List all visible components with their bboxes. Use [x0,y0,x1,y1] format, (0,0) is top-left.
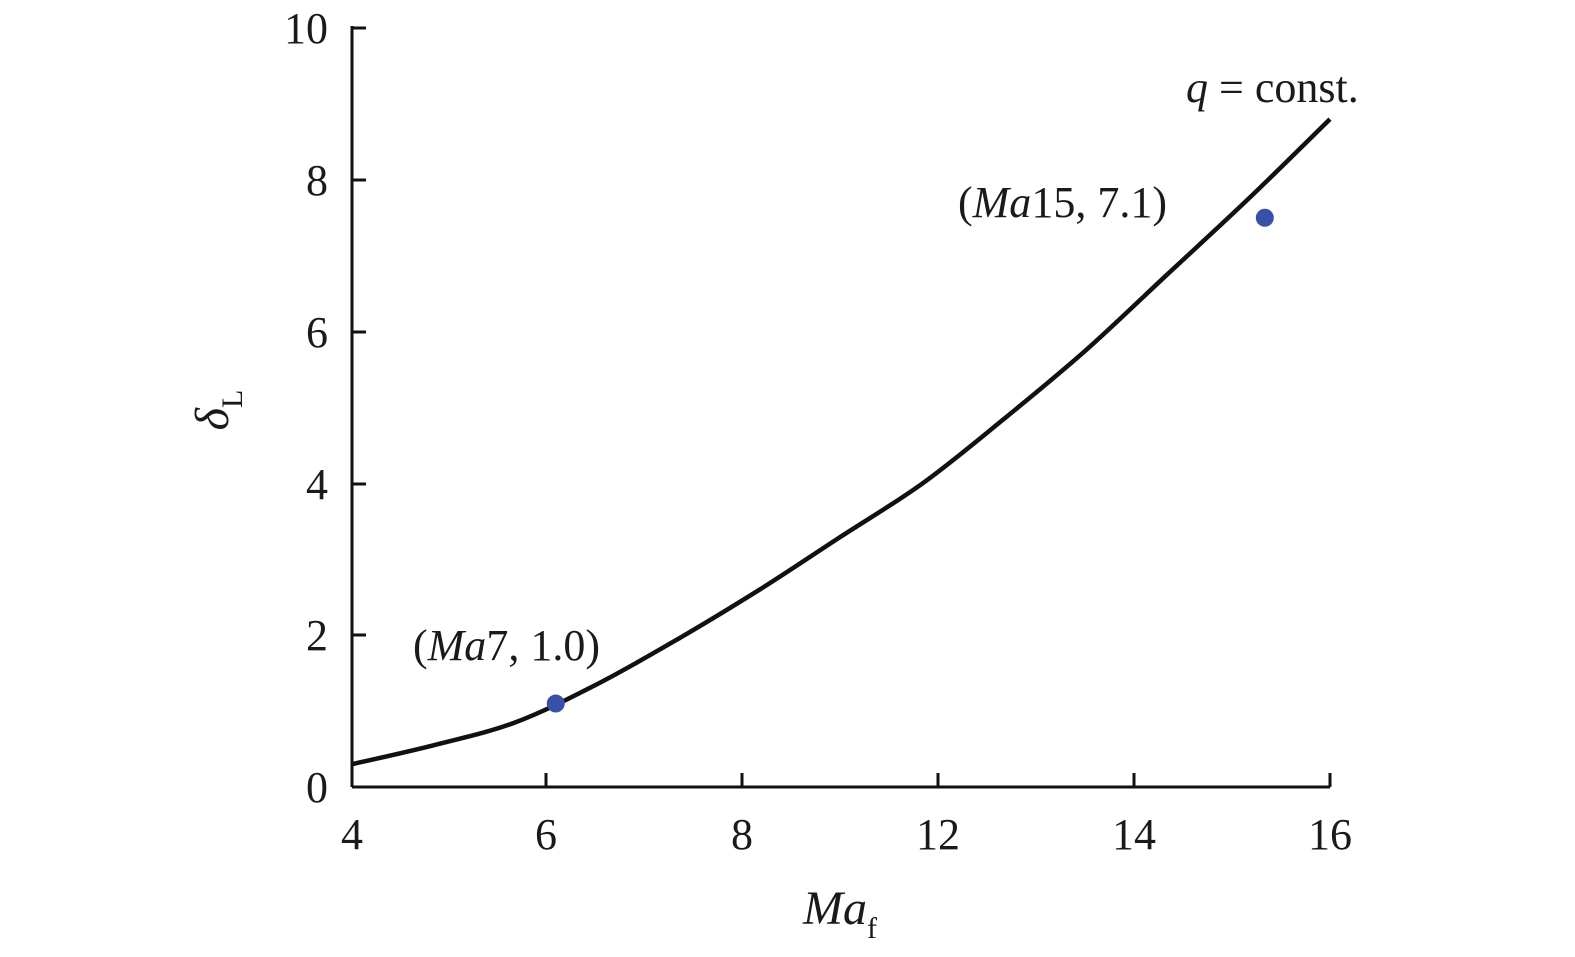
x-tick-label: 4 [341,810,363,859]
x-tick-label: 16 [1308,810,1352,859]
curve-annotation: q = const. [1186,63,1359,112]
data-point-marker [1255,208,1274,227]
x-axis-title-sub: f [867,912,877,945]
y-tick-label: 6 [306,308,328,357]
x-ticks: 4 6 8 12 14 16 [341,773,1352,859]
axes [350,26,1330,789]
x-axis-title: Maf [802,882,877,945]
y-ticks: 0 2 4 6 8 10 [284,4,366,812]
y-tick-label: 0 [306,763,328,812]
curve-annotation-part: = const. [1208,63,1359,112]
y-axis-title-main: δ [186,407,239,430]
data-point-label-part: 7, 1.0) [486,621,600,670]
data-point-label-part: ( [413,621,428,670]
y-tick-label: 2 [306,611,328,660]
x-tick-label: 14 [1112,810,1156,859]
curve-annotation-part: q [1186,63,1208,112]
data-point-label-part: ( [958,178,973,227]
x-tick-label: 8 [731,810,753,859]
x-tick-label: 6 [535,810,557,859]
data-point-label-part: Ma [427,621,487,670]
y-tick-label: 10 [284,4,328,53]
y-tick-label: 4 [306,460,328,509]
data-point-label-part: 15, 7.1) [1031,178,1167,227]
y-axis-title-sub: L [216,390,249,408]
data-point-label: (Ma7, 1.0) [413,621,600,670]
data-point-marker [546,694,565,713]
series-layer [351,117,1332,767]
marker-layer: (Ma7, 1.0)(Ma15, 7.1) [413,178,1274,713]
annotation-layer: q = const. [1186,63,1359,112]
series-line [351,117,1332,767]
data-point-label-part: Ma [972,178,1032,227]
x-axis-title-main: Ma [802,882,867,935]
data-point-label: (Ma15, 7.1) [958,178,1167,227]
y-axis-title: δL [186,390,249,431]
y-tick-label: 8 [306,156,328,205]
x-tick-label: 12 [916,810,960,859]
